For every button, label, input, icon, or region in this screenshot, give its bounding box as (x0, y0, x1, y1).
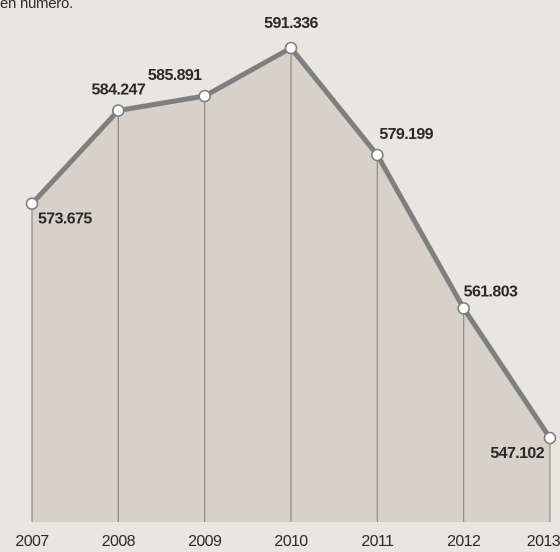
value-label-2008: 584.247 (92, 82, 146, 99)
data-point-2010 (284, 41, 298, 55)
x-tick-2009: 2009 (188, 533, 222, 550)
data-point-2012 (457, 302, 470, 315)
x-tick-2011: 2011 (361, 533, 394, 550)
data-point-2011 (371, 148, 384, 162)
x-tick-2010: 2010 (274, 533, 308, 550)
x-tick-2007: 2007 (15, 533, 49, 550)
data-point-2009 (198, 89, 211, 103)
value-label-2010: 591.336 (264, 15, 318, 32)
value-label-2011: 579.199 (379, 126, 433, 143)
value-label-2007: 573.675 (38, 211, 92, 228)
header-note: en número. (0, 0, 73, 12)
x-tick-2012: 2012 (447, 533, 481, 550)
x-tick-2013: 2013 (527, 533, 560, 550)
data-point-2007 (25, 197, 39, 211)
value-label-2012: 561.803 (464, 283, 518, 300)
data-point-2013 (543, 431, 557, 445)
value-label-2009: 585.891 (148, 67, 202, 84)
x-tick-2008: 2008 (102, 533, 136, 550)
data-point-2008 (112, 104, 125, 117)
value-label-2013: 547.102 (490, 445, 544, 462)
